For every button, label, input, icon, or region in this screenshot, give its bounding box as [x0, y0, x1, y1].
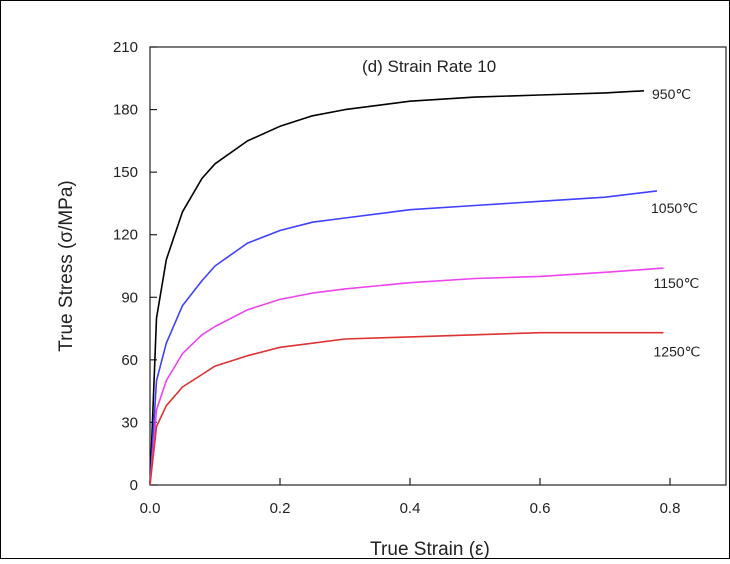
y-tick-label: 90 [121, 289, 138, 306]
series-line [149, 331, 664, 486]
y-tick-label: 120 [113, 227, 138, 244]
y-axis-label: True Stress (σ/MPa) [56, 180, 77, 352]
x-tick-label: 0.0 [140, 500, 161, 517]
y-tick-label: 60 [121, 352, 138, 369]
x-tick-label: 0.6 [530, 500, 551, 517]
series-end-label: 950℃ [652, 86, 691, 102]
y-tick-label: 0 [130, 477, 138, 494]
x-tick-label: 0.4 [400, 500, 421, 517]
y-tick-label: 30 [121, 414, 138, 431]
series-end-label: 1150℃ [654, 275, 700, 291]
x-tick-label: 0.8 [660, 500, 681, 517]
series-line [149, 267, 664, 486]
series-end-label: 1050℃ [651, 200, 698, 216]
y-tick-label: 150 [113, 164, 138, 181]
series-end-label: 1250℃ [654, 344, 701, 360]
y-tick-label: 210 [113, 39, 138, 56]
plot-frame [149, 46, 727, 486]
series-line [149, 90, 645, 486]
chart-title: (d) Strain Rate 10 [362, 57, 496, 76]
y-tick-label: 180 [113, 102, 138, 119]
x-tick-label: 0.2 [270, 500, 291, 517]
series-line [149, 190, 658, 486]
x-axis-label: True Strain (ε) [370, 539, 490, 559]
